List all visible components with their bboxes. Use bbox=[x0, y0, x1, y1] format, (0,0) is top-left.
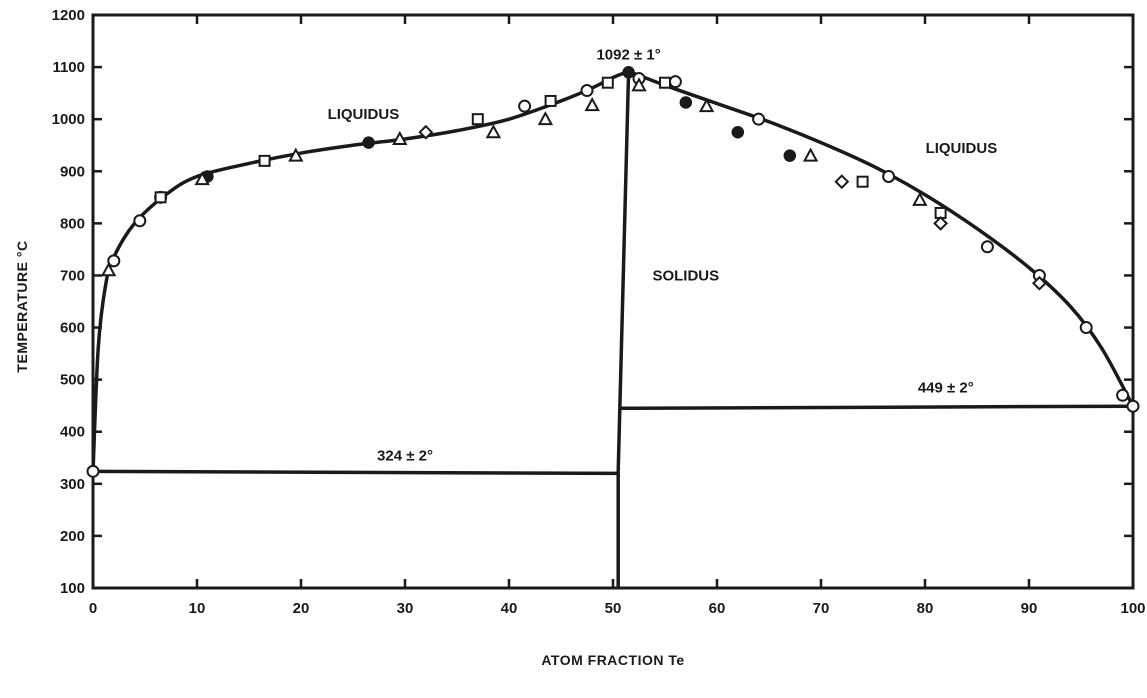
y-tick-label: 500 bbox=[60, 372, 85, 389]
diamond-point bbox=[834, 174, 850, 190]
open-circle-point bbox=[1079, 321, 1093, 335]
square-point bbox=[471, 113, 484, 126]
triangle-point bbox=[537, 111, 554, 126]
diamond-point bbox=[418, 124, 434, 140]
solidus-curve bbox=[616, 71, 631, 588]
triangle-point bbox=[485, 124, 502, 139]
x-tick-label: 90 bbox=[1021, 600, 1038, 617]
x-tick-label: 10 bbox=[189, 600, 206, 617]
y-tick-label: 200 bbox=[60, 528, 85, 545]
square-point bbox=[601, 76, 614, 89]
open-circle-point bbox=[668, 75, 682, 89]
x-tick-label: 80 bbox=[917, 600, 934, 617]
y-tick-label: 700 bbox=[60, 267, 85, 284]
axes: 0 10 20 30 40 50 60 70 80 90 100 100 200 300 400 500 600… bbox=[52, 7, 1146, 617]
eutectic-left-curve bbox=[92, 469, 619, 476]
annotation-label: 449 ± 2° bbox=[918, 380, 974, 397]
annotations: LIQUIDUS 1092 ± 1° LIQUIDUS SOLIDUS 324 ± 2°… bbox=[328, 46, 998, 464]
open-circle-point bbox=[86, 464, 100, 478]
y-tick-label: 600 bbox=[60, 320, 85, 337]
x-tick-label: 20 bbox=[293, 600, 310, 617]
filled-circle-point bbox=[622, 66, 635, 79]
open-circle-point bbox=[133, 214, 147, 228]
square-point bbox=[856, 175, 869, 188]
liquidus-right-curve bbox=[627, 69, 1135, 408]
annotation-label: 324 ± 2° bbox=[377, 447, 433, 464]
triangle-point bbox=[698, 98, 715, 113]
x-tick-label: 60 bbox=[709, 600, 726, 617]
y-tick-label: 100 bbox=[60, 580, 85, 597]
triangle-point bbox=[584, 97, 600, 112]
annotation-label: LIQUIDUS bbox=[328, 106, 400, 123]
y-tick-label: 1000 bbox=[52, 111, 85, 128]
open-circle-point bbox=[1126, 399, 1140, 413]
diamond-point bbox=[1031, 275, 1047, 291]
open-circle-point bbox=[518, 99, 532, 113]
open-circle-point bbox=[580, 84, 594, 98]
eutectic-right-curve bbox=[621, 404, 1134, 411]
square-point bbox=[659, 76, 671, 89]
x-tick-label: 70 bbox=[813, 600, 830, 617]
open-circle-point bbox=[980, 240, 994, 254]
plot-frame bbox=[91, 13, 1135, 590]
y-tick-label: 1200 bbox=[52, 7, 85, 24]
x-tick-label: 40 bbox=[501, 600, 518, 617]
triangle-point bbox=[802, 147, 819, 162]
filled-circle-point bbox=[362, 136, 375, 149]
triangle-point bbox=[392, 130, 408, 145]
filled-circle-point bbox=[731, 125, 745, 139]
square-point bbox=[544, 94, 557, 107]
y-tick-label: 900 bbox=[60, 163, 85, 180]
y-tick-label: 400 bbox=[60, 424, 85, 441]
filled-circle-point bbox=[679, 96, 693, 109]
y-tick-label: 300 bbox=[60, 476, 85, 493]
annotation-label: SOLIDUS bbox=[652, 268, 719, 285]
triangle-point bbox=[100, 262, 117, 277]
x-axis-title: ATOM FRACTION Te bbox=[541, 652, 684, 668]
open-circle-point bbox=[107, 254, 121, 268]
triangle-point bbox=[912, 191, 928, 206]
triangle-point bbox=[288, 147, 304, 162]
liquidus-left-curve bbox=[91, 69, 630, 472]
x-tick-label: 30 bbox=[397, 600, 414, 617]
open-circle-point bbox=[752, 112, 766, 126]
open-circle-point bbox=[882, 169, 896, 183]
square-point bbox=[258, 154, 271, 167]
annotation-label: 1092 ± 1° bbox=[596, 46, 660, 63]
open-circle-point bbox=[1116, 388, 1130, 402]
y-axis-title: TEMPERATURE °C bbox=[14, 240, 30, 372]
triangle-point bbox=[631, 77, 647, 92]
x-tick-label: 0 bbox=[89, 600, 97, 617]
annotation-label: LIQUIDUS bbox=[926, 140, 998, 157]
square-point bbox=[154, 191, 167, 204]
x-tick-label: 50 bbox=[605, 600, 622, 617]
y-tick-label: 800 bbox=[60, 215, 85, 232]
filled-circle-point bbox=[783, 149, 797, 162]
x-tick-label: 100 bbox=[1120, 600, 1145, 617]
y-tick-label: 1100 bbox=[52, 59, 85, 76]
diamond-point bbox=[933, 215, 949, 231]
data-markers bbox=[86, 66, 1140, 478]
triangle-point bbox=[194, 170, 210, 186]
